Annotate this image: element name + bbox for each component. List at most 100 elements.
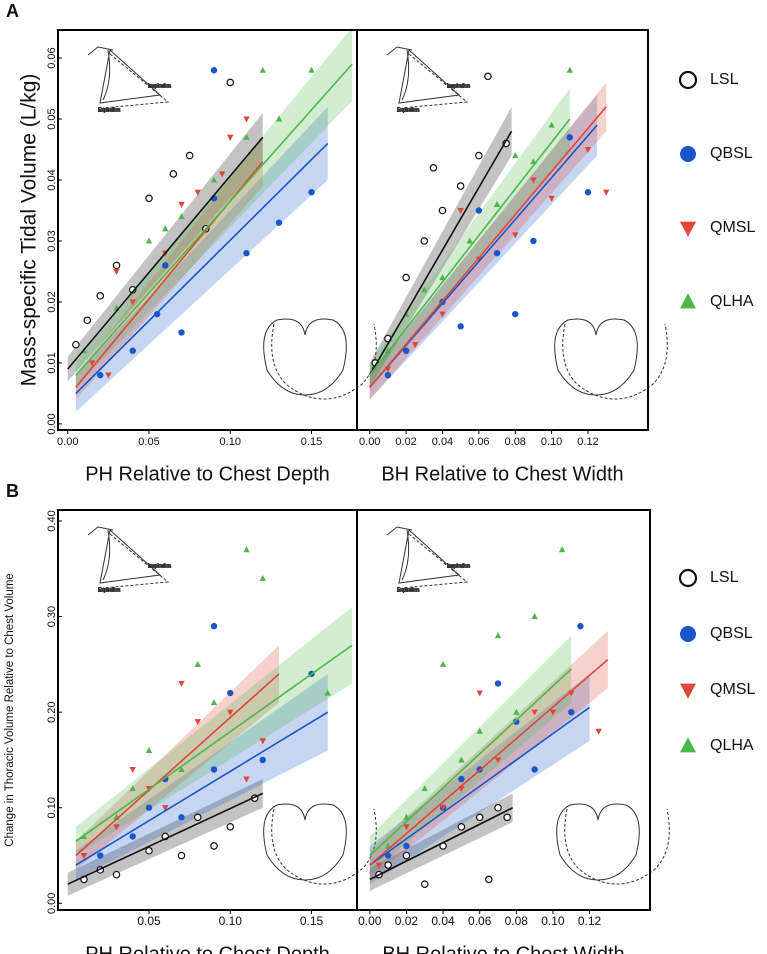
point: [178, 814, 185, 821]
point: [210, 699, 218, 706]
point: [210, 622, 218, 630]
point: [308, 188, 315, 196]
x-axis-label: PH Relative to Chest Depth: [85, 943, 330, 954]
cross-section-dashed: [564, 808, 670, 885]
point: [162, 805, 169, 812]
fit-line: [369, 668, 572, 857]
point: [80, 852, 88, 860]
point: [512, 232, 519, 239]
point: [475, 151, 483, 160]
point: [531, 709, 538, 716]
point: [243, 116, 250, 123]
thorax-sketch: [386, 46, 461, 104]
point: [530, 237, 537, 245]
point: [243, 776, 250, 783]
point: [178, 201, 185, 208]
fit-line: [369, 658, 609, 866]
confidence-band: [75, 645, 279, 870]
point: [259, 66, 266, 73]
point: [178, 765, 185, 773]
confidence-band: [369, 673, 590, 885]
legend-marker: [680, 737, 696, 753]
annotation: Expiration: [397, 107, 419, 113]
legend-label: LSL: [710, 71, 739, 88]
point: [420, 880, 429, 888]
point: [113, 268, 120, 275]
point: [457, 823, 466, 831]
point: [112, 261, 121, 270]
point: [548, 195, 555, 202]
legend-marker: [678, 568, 698, 588]
y-tick-label: 0.00: [46, 413, 58, 434]
point: [169, 170, 178, 178]
point: [194, 189, 201, 196]
legend-marker: [678, 70, 698, 90]
point: [129, 347, 136, 354]
y-tick-label: 0.01: [46, 352, 58, 373]
x-tick-label: 0.06: [468, 914, 492, 928]
x-tick-label: 0.00: [57, 436, 78, 448]
point: [145, 194, 153, 203]
cross-section-dashed: [271, 808, 377, 885]
fit-line: [75, 644, 353, 842]
thorax-sketch-dashed: [401, 533, 469, 589]
x-tick-label: 0.08: [505, 914, 529, 928]
x-tick-label: 0.10: [541, 914, 565, 928]
point: [88, 360, 96, 367]
point: [531, 613, 538, 620]
legend-marker: [680, 293, 696, 309]
confidence-band: [75, 137, 263, 400]
legend-marker: [680, 146, 696, 162]
point: [476, 727, 483, 734]
point: [512, 310, 519, 318]
point: [243, 133, 250, 140]
point: [402, 273, 410, 282]
x-tick-label: 0.15: [301, 436, 322, 448]
point: [493, 249, 501, 257]
illustration: Inspiration Expiration: [386, 526, 670, 885]
x-tick-label: 0.10: [541, 436, 562, 448]
point: [83, 316, 92, 325]
point: [438, 206, 447, 215]
point: [494, 757, 502, 764]
legend-label: QLHA: [710, 293, 754, 310]
point: [218, 171, 226, 178]
point: [475, 813, 484, 822]
point: [259, 756, 266, 764]
point: [226, 78, 235, 87]
point: [457, 207, 464, 215]
y-tick-label: 0.30: [46, 606, 58, 627]
point: [243, 249, 250, 257]
point: [402, 851, 411, 860]
annotation: Inspiration: [447, 83, 470, 89]
confidence-band: [75, 27, 353, 388]
point: [584, 146, 592, 154]
point: [105, 372, 112, 379]
x-tick-label: 0.12: [577, 436, 598, 448]
point: [129, 299, 136, 306]
y-axis-label: Mass-specific Tidal Volume (L/kg): [18, 74, 41, 387]
point: [584, 188, 592, 196]
point: [403, 813, 410, 820]
x-tick-label: 0.05: [137, 914, 161, 928]
point: [439, 311, 446, 318]
y-tick-label: 0.00: [46, 893, 58, 914]
point: [97, 852, 104, 859]
point: [458, 775, 465, 783]
point: [384, 371, 392, 379]
point: [112, 870, 121, 879]
point: [226, 823, 235, 831]
x-tick-label: 0.02: [395, 436, 416, 448]
point: [513, 708, 520, 715]
y-tick-label: 0.03: [46, 230, 58, 251]
point: [178, 213, 185, 220]
point: [485, 875, 493, 884]
point: [227, 709, 234, 716]
legend-label: QLHA: [710, 737, 754, 754]
point: [308, 66, 315, 73]
point: [210, 176, 218, 183]
cross-section-dashed: [271, 323, 377, 400]
annotation: Inspiration: [148, 83, 171, 89]
y-tick-label: 0.40: [46, 510, 58, 531]
point: [145, 237, 153, 244]
